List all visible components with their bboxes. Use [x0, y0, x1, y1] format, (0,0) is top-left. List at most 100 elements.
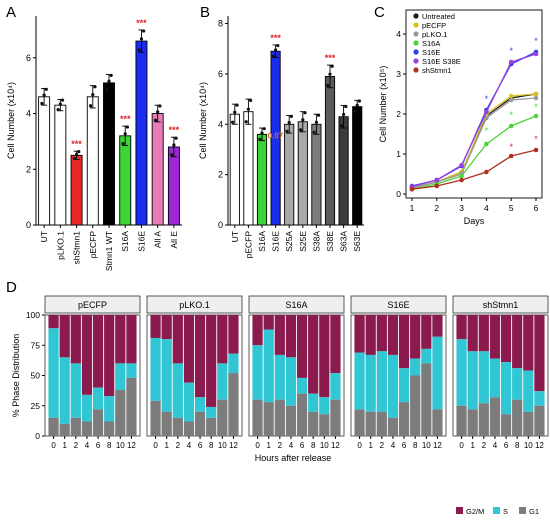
significance-label: * — [534, 102, 538, 112]
stack-g2m — [274, 315, 285, 355]
x-tick-label: 1 — [470, 441, 475, 450]
bar-b-6 — [311, 123, 322, 226]
stack-g1 — [534, 405, 545, 436]
stack-s — [150, 337, 161, 401]
significance-label: *** — [136, 18, 147, 28]
bar-b-5 — [297, 121, 308, 226]
stack-s — [500, 362, 512, 415]
data-point — [44, 87, 48, 91]
stack-g2m — [296, 315, 308, 378]
y-axis-title: Cell Number (x10⁴) — [6, 82, 16, 159]
stack-s — [376, 351, 387, 412]
facet-strip — [146, 295, 243, 314]
stack-g2m — [478, 315, 489, 352]
x-tick-label: shStmn1 — [72, 231, 82, 265]
x-tick-label: 8 — [515, 441, 520, 450]
x-tick-label: 4 — [493, 441, 498, 450]
x-tick-label: 8 — [209, 441, 214, 450]
stack-g2m — [489, 315, 501, 359]
stack-g2m — [126, 315, 137, 364]
data-point — [357, 99, 361, 103]
series-point — [434, 177, 440, 183]
stack-g1 — [478, 403, 489, 436]
stack-g1 — [296, 393, 308, 436]
data-point — [72, 157, 76, 161]
facet-frame — [44, 314, 141, 437]
series-point — [409, 186, 415, 192]
series-point — [484, 141, 489, 147]
series-point — [508, 93, 514, 99]
stack-g1 — [92, 409, 104, 436]
x-tick-label: S16E — [271, 231, 281, 252]
series-point — [533, 95, 539, 101]
x-tick-label: S16E — [136, 231, 146, 252]
x-tick-label: All A — [153, 231, 163, 248]
stack-g1 — [48, 417, 59, 436]
data-point — [93, 85, 97, 89]
stack-g1 — [70, 417, 81, 436]
x-tick-label: 0 — [357, 441, 362, 450]
stack-g2m — [387, 315, 399, 355]
data-point — [244, 120, 248, 124]
stack-g2m — [194, 315, 206, 398]
stack-s — [274, 354, 285, 400]
x-tick-label: 12 — [433, 441, 442, 450]
stack-g1 — [252, 399, 263, 436]
x-tick-label: 6 — [504, 441, 509, 450]
stack-g2m — [398, 315, 410, 369]
legend-label: S16E — [422, 48, 440, 57]
bar-a-4 — [103, 82, 115, 226]
data-point — [105, 87, 109, 92]
data-point — [276, 43, 280, 48]
data-point — [287, 120, 291, 125]
stack-g1 — [523, 411, 534, 436]
x-tick-label: 1 — [266, 441, 271, 450]
x-tick-label: 3 — [459, 203, 464, 213]
data-point — [314, 120, 318, 124]
stack-g1 — [285, 405, 297, 436]
series-line — [411, 97, 537, 189]
stack-s — [183, 382, 195, 422]
stack-g2m — [376, 315, 387, 352]
x-tick-label: 2 — [434, 203, 439, 213]
x-tick-label: 10 — [422, 441, 431, 450]
y-tick-label: 3 — [396, 69, 401, 79]
data-point — [258, 137, 262, 141]
x-tick-label: pECFP — [243, 231, 253, 259]
y-tick-label: 4 — [26, 109, 31, 119]
data-point — [317, 113, 321, 117]
data-point — [156, 110, 160, 114]
series-point — [459, 162, 464, 168]
stack-g2m — [150, 315, 161, 338]
stack-g2m — [228, 315, 239, 354]
stack-s — [252, 345, 263, 400]
facet-title: S16E — [387, 300, 409, 310]
data-point — [262, 127, 266, 131]
x-tick-label: S38E — [325, 231, 335, 252]
bar-b-7 — [324, 75, 336, 226]
panel-label-d: D — [6, 279, 17, 296]
x-tick-label: 4 — [85, 441, 90, 450]
legend-label: S16A — [422, 39, 440, 48]
stack-g1 — [489, 397, 501, 436]
data-point — [285, 129, 289, 133]
stack-s — [421, 348, 432, 364]
stack-g1 — [81, 421, 93, 436]
legend-marker — [413, 67, 419, 73]
legend-label: Untreated — [422, 12, 455, 21]
x-tick-label: 2 — [278, 441, 283, 450]
data-point — [172, 143, 176, 147]
significance-label: * — [509, 46, 513, 56]
x-tick-label: UT — [39, 231, 49, 242]
series-point — [533, 51, 539, 57]
stack-s — [467, 351, 478, 410]
stack-g1 — [228, 373, 239, 436]
stack-g1 — [319, 414, 330, 436]
stack-g2m — [263, 315, 274, 330]
panel-label-a: A — [6, 4, 16, 21]
stack-g2m — [467, 315, 478, 352]
stack-s — [534, 391, 545, 406]
series-point — [533, 91, 539, 97]
stack-g2m — [183, 315, 195, 383]
